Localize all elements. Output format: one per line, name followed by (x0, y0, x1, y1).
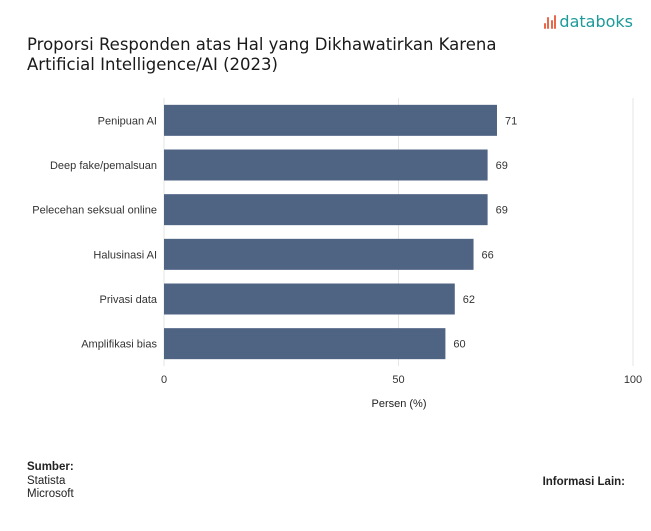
source-item: Statista (27, 474, 66, 487)
bar[interactable] (164, 194, 488, 226)
category-label: Halusinasi AI (93, 249, 157, 261)
bar[interactable] (164, 104, 497, 136)
data-label: 66 (482, 249, 494, 261)
data-label: 71 (505, 115, 517, 127)
data-label: 62 (463, 294, 475, 306)
source-item: Microsoft (27, 488, 74, 500)
databoks-logo-icon (543, 14, 557, 29)
category-label: Deep fake/pemalsuan (50, 160, 157, 172)
brand-name: databoks (559, 12, 633, 31)
data-label: 69 (496, 160, 508, 172)
x-tick-label: 50 (392, 374, 404, 386)
category-label: Privasi data (100, 294, 158, 306)
info-label: Informasi Lain: (542, 476, 625, 488)
x-tick-label: 0 (161, 374, 167, 386)
grid-lines (163, 98, 634, 366)
labels: 0 50 100 Penipuan AI 71 Deep fake/pemalsuan 69… (32, 115, 642, 386)
x-tick-label: 100 (624, 374, 642, 386)
chart-title: Proporsi Responden atas Hal yang Dikhawa… (27, 35, 497, 74)
x-axis-title: Persen (%) (371, 398, 426, 410)
bar[interactable] (164, 283, 455, 315)
bar[interactable] (164, 328, 446, 360)
source-block: Sumber: Statista Microsoft (27, 461, 74, 502)
category-label: Amplifikasi bias (81, 339, 157, 351)
category-label: Penipuan AI (98, 115, 157, 127)
brand-logo[interactable]: databoks (543, 12, 633, 31)
bar[interactable] (164, 149, 488, 181)
bar[interactable] (164, 238, 474, 270)
source-label: Sumber: (27, 461, 74, 473)
category-label: Pelecehan seksual online (32, 205, 157, 217)
data-label: 60 (453, 339, 465, 351)
data-label: 69 (496, 205, 508, 217)
bars (164, 104, 497, 360)
